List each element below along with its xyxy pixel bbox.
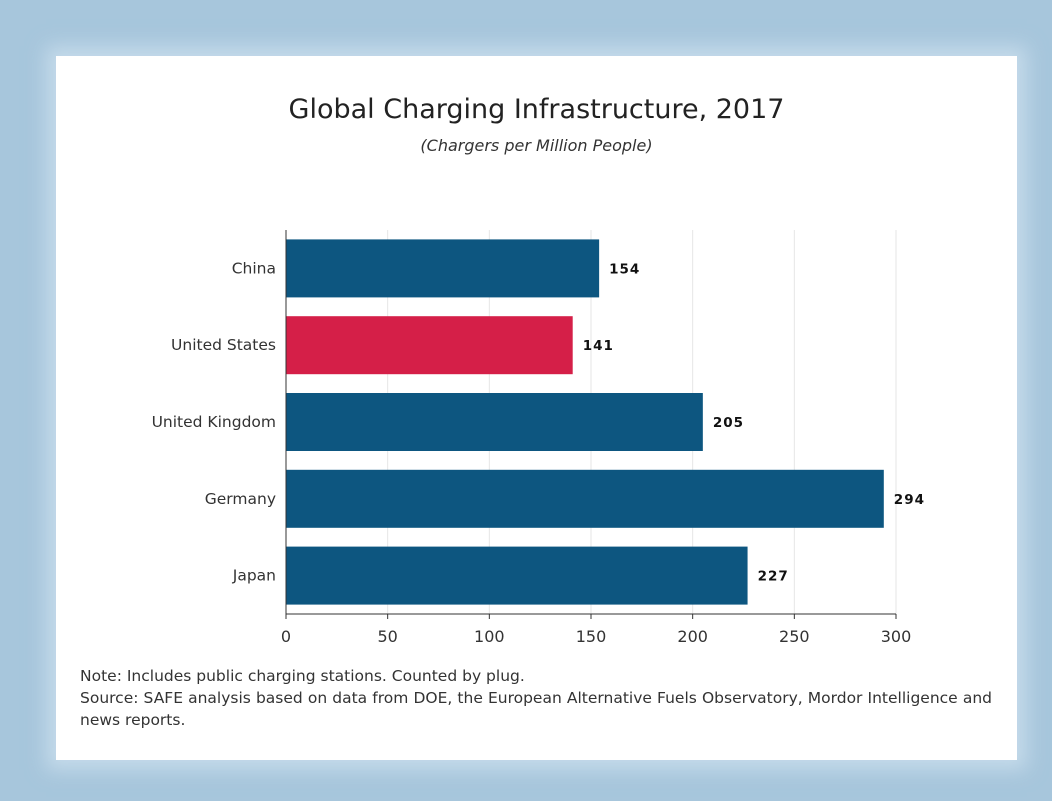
labels: China 154 United States 141 United Kingdom 20… <box>152 259 925 585</box>
x-tick-label: 200 <box>677 627 708 646</box>
bar-chart: 0 50 100 150 200 250 300 China 154 United States… <box>152 230 925 646</box>
category-label: Germany <box>205 490 276 508</box>
bar-united-kingdom <box>286 393 703 451</box>
category-label: United Kingdom <box>152 413 276 431</box>
bars <box>286 239 884 605</box>
data-label: 141 <box>583 338 614 354</box>
category-label: China <box>232 259 276 277</box>
axes: 0 50 100 150 200 250 300 <box>281 230 911 646</box>
chart-notes: Note: Includes public charging stations.… <box>80 665 992 731</box>
data-label: 227 <box>758 569 789 585</box>
chart-subtitle: (Chargers per Million People) <box>420 136 653 155</box>
bar-china <box>286 239 600 298</box>
data-label: 294 <box>894 492 925 508</box>
x-tick-label: 150 <box>576 627 607 646</box>
category-label: United States <box>171 336 276 354</box>
category-label: Japan <box>232 567 276 585</box>
x-tick-label: 100 <box>474 627 505 646</box>
x-tick-label: 0 <box>281 627 291 646</box>
note-text: Note: Includes public charging stations.… <box>80 667 525 685</box>
chart-card: Global Charging Infrastructure, 2017 (Ch… <box>56 56 1017 760</box>
bar-germany <box>286 469 884 528</box>
x-tick-label: 250 <box>779 627 810 646</box>
chart-title: Global Charging Infrastructure, 2017 <box>288 94 785 125</box>
data-label: 154 <box>609 261 640 277</box>
bar-japan <box>286 546 748 605</box>
bar-united-states <box>286 316 573 375</box>
x-tick-label: 300 <box>881 627 912 646</box>
source-text: Source: SAFE analysis based on data from… <box>80 689 992 729</box>
data-label: 205 <box>713 415 744 431</box>
x-tick-label: 50 <box>377 627 397 646</box>
